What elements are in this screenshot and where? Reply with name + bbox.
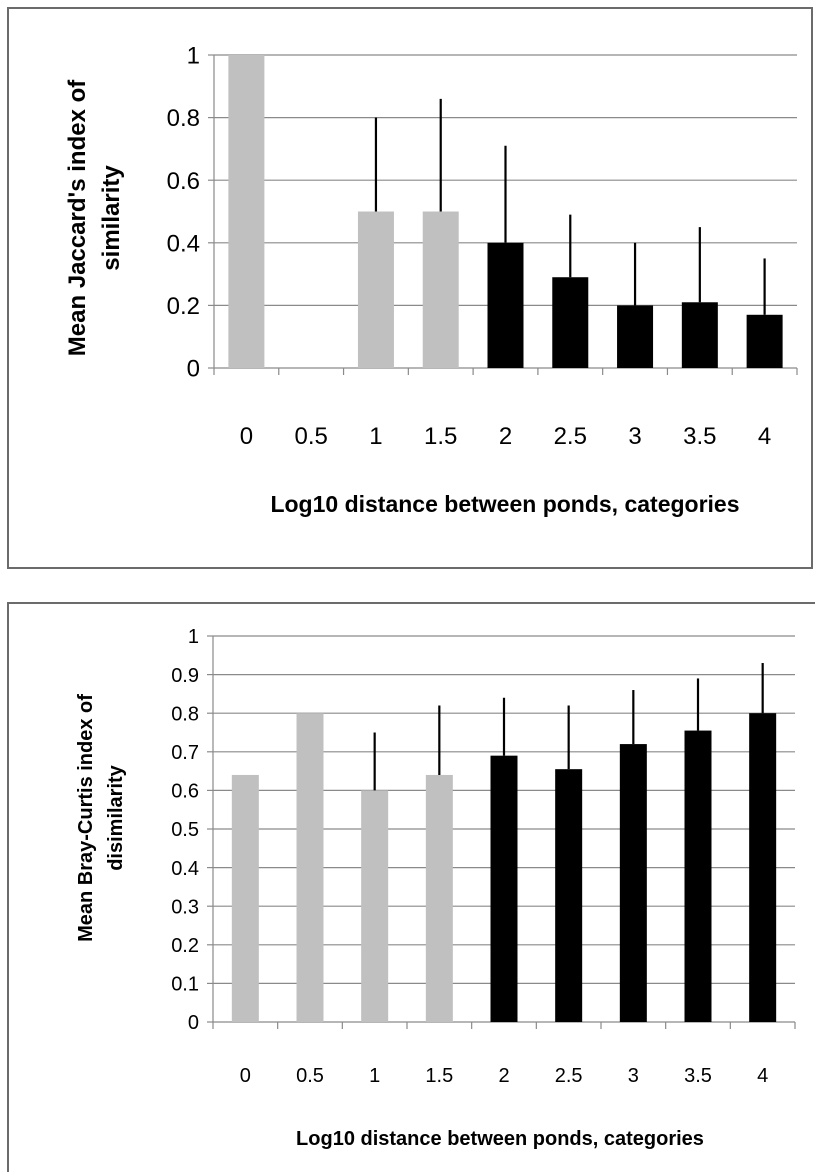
y-tick-label: 0.3 <box>171 896 199 918</box>
bar-4 <box>746 314 783 368</box>
x-tick-label: 2.5 <box>555 1065 583 1087</box>
y-tick-label: 0.2 <box>171 935 199 957</box>
x-tick-label: 2.5 <box>554 423 587 450</box>
bray-curtis-chart: 0 0.1 0.2 0.3 0.4 0.5 0.6 0.7 0.8 0.9 1 0 0.5 1 1.5 2 2.… <box>75 626 796 1150</box>
y-tick-label: 0.9 <box>171 665 199 687</box>
y-tick-label: 0 <box>187 356 200 383</box>
y-tick-label: 0.7 <box>171 742 199 764</box>
x-tick-label: 3 <box>628 423 641 450</box>
bar-3.5 <box>684 730 712 1022</box>
y-axis-title-line: Mean Bray-Curtis index of <box>75 694 97 942</box>
x-tick-label: 3 <box>628 1065 639 1087</box>
bar-1.5 <box>422 211 459 368</box>
x-tick-label: 1.5 <box>425 1065 453 1087</box>
x-tick-label: 4 <box>758 423 771 450</box>
x-tick-label: 4 <box>757 1065 768 1087</box>
bar-2 <box>490 755 518 1022</box>
bar-2 <box>487 242 524 368</box>
bar-4 <box>749 713 777 1022</box>
y-tick-label: 1 <box>187 43 200 70</box>
y-tick-label: 0 <box>188 1012 199 1034</box>
y-axis-title-line: disimilarity <box>105 764 127 870</box>
x-tick-label: 2 <box>498 1065 509 1087</box>
bar-1 <box>361 790 389 1022</box>
bar-3 <box>619 744 647 1022</box>
bar-0 <box>231 774 259 1022</box>
y-tick-label: 0.2 <box>167 293 200 320</box>
y-tick-label: 0.4 <box>171 858 199 880</box>
y-tick-label: 0.1 <box>171 974 199 996</box>
y-tick-label: 0.5 <box>171 819 199 841</box>
x-tick-label: 2 <box>499 423 512 450</box>
y-axis-title: Mean Bray-Curtis index of disimilarity <box>75 694 127 942</box>
x-tick-label: 0 <box>240 1065 251 1087</box>
bar-0 <box>228 55 265 368</box>
y-tick-label: 0.6 <box>171 781 199 803</box>
x-tick-label: 1 <box>369 1065 380 1087</box>
y-tick-label: 1 <box>188 626 199 648</box>
y-tick-label: 0.4 <box>167 230 200 257</box>
x-tick-label: 3.5 <box>683 423 716 450</box>
x-tick-label: 1.5 <box>424 423 457 450</box>
bar-3.5 <box>681 302 718 368</box>
bar-1.5 <box>425 774 453 1022</box>
bar-0.5 <box>296 713 324 1022</box>
x-tick-label: 3.5 <box>684 1065 712 1087</box>
bar-2.5 <box>555 769 583 1022</box>
jaccard-chart-panel: 0 0.2 0.4 0.6 0.8 1 0 0.5 1 1.5 2 2.5 3 3.5 4 Mean Jacc… <box>7 7 813 569</box>
y-axis-title: Mean Jaccard's index of similarity <box>64 79 125 356</box>
bar-1 <box>357 211 394 368</box>
y-tick-label: 0.8 <box>171 703 199 725</box>
bray-curtis-chart-panel: 0 0.1 0.2 0.3 0.4 0.5 0.6 0.7 0.8 0.9 1 0 0.5 1 1.5 2 2.… <box>7 602 815 1172</box>
x-tick-label: 0.5 <box>294 423 327 450</box>
x-tick-label: 0 <box>240 423 253 450</box>
y-tick-label: 0.6 <box>167 168 200 195</box>
x-tick-label: 1 <box>369 423 382 450</box>
bar-3 <box>617 305 654 368</box>
x-tick-label: 0.5 <box>296 1065 324 1087</box>
x-axis-title: Log10 distance between ponds, categories <box>296 1128 704 1150</box>
x-axis-title: Log10 distance between ponds, categories <box>270 491 739 517</box>
bar-2.5 <box>552 277 589 368</box>
y-axis-title-line: Mean Jaccard's index of <box>64 79 91 356</box>
y-axis-title-line: similarity <box>98 165 125 271</box>
y-tick-label: 0.8 <box>167 105 200 132</box>
jaccard-chart: 0 0.2 0.4 0.6 0.8 1 0 0.5 1 1.5 2 2.5 3 3.5 4 Mean Jacc… <box>64 43 798 517</box>
